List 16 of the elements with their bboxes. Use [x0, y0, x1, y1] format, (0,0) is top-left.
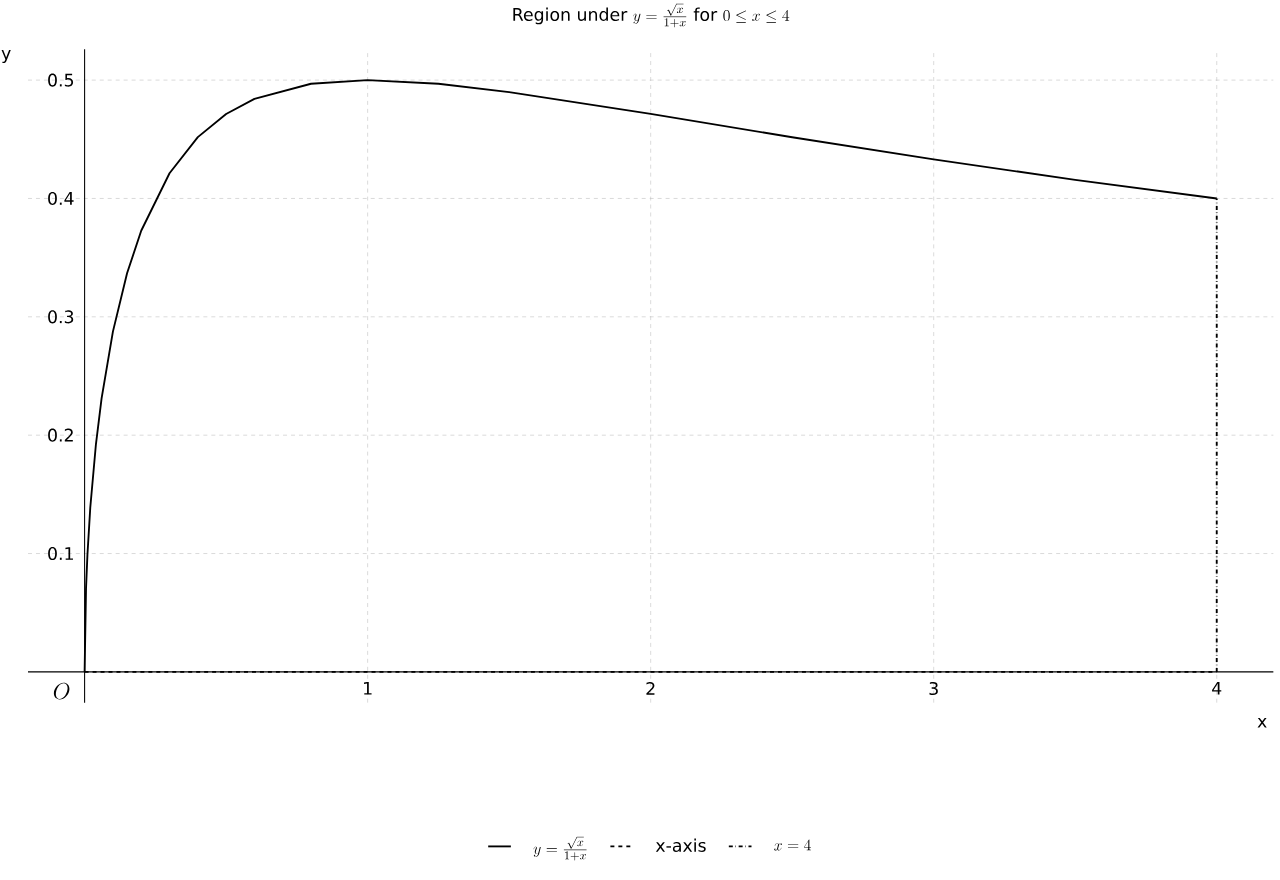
y-axis-title: y [1, 50, 11, 64]
y-tick-label: 0.1 [48, 546, 73, 561]
y-tick-label: 0.3 [48, 310, 74, 324]
y-tick-label: 0.5 [48, 73, 74, 87]
chart-title: $\text{Region under } y=\frac{\sqrt{x}}{1+x} \text{ for } 0\leq x\leq 4$ [513, 3, 790, 28]
x-tick-label: 1 [364, 681, 372, 695]
legend-label: $y=\frac{\sqrt{x}}{1+x}$ [533, 836, 587, 861]
y-tick-label: 0.2 [48, 428, 73, 442]
x-tick-label: 2 [646, 681, 655, 695]
x-tick-label: 4 [1212, 681, 1222, 695]
legend-label: $\text{x-axis}$ [655, 838, 706, 852]
x-axis-title: x [1257, 717, 1267, 728]
y-tick-label: 0.4 [48, 191, 74, 206]
annotation: $O$ [53, 682, 70, 700]
legend-label: $x=4$ [774, 839, 811, 851]
x-tick-label: 3 [929, 681, 938, 696]
